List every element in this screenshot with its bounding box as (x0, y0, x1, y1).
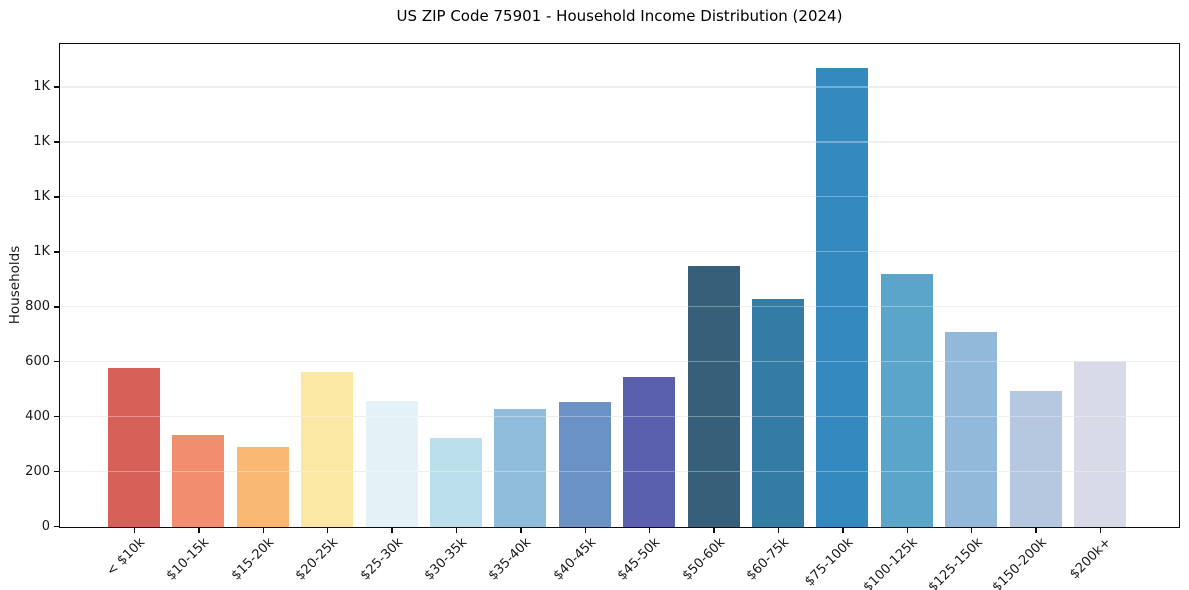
y-tick-label: 400 (25, 408, 50, 424)
y-axis-tick (54, 415, 59, 418)
x-tick-label: $20-25k (292, 535, 342, 584)
x-tick-label: $75-100k (802, 535, 857, 590)
x-tick-label: $50-60k (679, 535, 728, 584)
bar-$75-100k (816, 68, 869, 527)
gridline-overlay (60, 196, 1179, 198)
gridline (60, 196, 1179, 198)
x-axis-tick (198, 528, 200, 533)
x-tick-label: $15-20k (228, 535, 277, 584)
gridline (60, 251, 1179, 253)
gridline (60, 86, 1179, 88)
y-tick-label: 200 (25, 463, 50, 479)
x-axis-tick (326, 528, 329, 533)
x-tick-label: < $10k (104, 535, 149, 580)
bar-$125-150k (945, 332, 998, 527)
y-axis-tick (54, 470, 59, 473)
x-tick-label: $30-35k (421, 535, 471, 584)
y-axis-tick (54, 360, 59, 363)
bar-$200k+ (1074, 360, 1126, 527)
x-axis-tick (713, 528, 715, 533)
bar-< $10k (108, 367, 160, 527)
bar-$50-60k (687, 266, 740, 527)
gridline-overlay (60, 306, 1179, 308)
y-tick-label: 1K (33, 188, 50, 204)
y-tick-label: 1K (33, 79, 50, 95)
x-axis-tick (1035, 528, 1037, 533)
x-axis-tick (842, 528, 844, 533)
y-tick-label: 1K (33, 133, 50, 149)
gridline-overlay (60, 251, 1179, 253)
bar-$60-75k (752, 299, 804, 527)
y-axis-tick (54, 251, 59, 253)
x-tick-label: $45-50k (614, 535, 664, 584)
x-axis-tick (584, 528, 587, 533)
y-axis-tick (54, 196, 59, 198)
gridline (60, 470, 1179, 473)
plot-area (59, 43, 1180, 528)
gridline (60, 415, 1179, 418)
x-tick-label: $60-75k (743, 535, 793, 584)
bar-$150-200k (1009, 391, 1062, 527)
bar-$30-35k (430, 437, 482, 527)
x-axis-tick (970, 528, 973, 533)
x-tick-label: $25-30k (357, 535, 406, 584)
chart-title: US ZIP Code 75901 - Household Income Dis… (396, 7, 843, 25)
gridline (60, 361, 1179, 363)
y-tick-label: 800 (25, 298, 50, 314)
x-tick-label: $35-40k (486, 535, 535, 584)
y-axis-tick (54, 86, 59, 88)
gridline (60, 141, 1179, 143)
gridline-overlay (60, 86, 1179, 88)
x-tick-label: $150-200k (989, 535, 1050, 590)
y-tick-label: 600 (25, 353, 50, 369)
gridline-overlay (60, 141, 1179, 143)
y-axis-tick (54, 525, 59, 528)
gridline-overlay (60, 361, 1179, 363)
y-tick-label: 0 (41, 518, 50, 534)
gridline-overlay (60, 470, 1179, 473)
bar-$10-15k (172, 435, 225, 527)
bar-$15-20k (236, 447, 289, 527)
y-axis-tick (54, 141, 59, 143)
bar-$100-125k (880, 274, 933, 527)
x-axis-tick (455, 528, 458, 533)
gridline-overlay (60, 415, 1179, 418)
bar-$20-25k (301, 371, 354, 527)
x-axis-tick (520, 528, 522, 533)
bar-$40-45k (558, 402, 611, 527)
x-axis-tick (777, 528, 780, 533)
x-axis-tick (133, 528, 136, 533)
bar-$35-40k (494, 408, 547, 527)
bar-$25-30k (365, 400, 418, 527)
y-axis-tick (54, 306, 59, 308)
y-tick-label: 1K (33, 243, 50, 259)
x-axis-tick (262, 528, 265, 533)
x-axis-tick (906, 528, 909, 533)
x-tick-label: $200k+ (1067, 535, 1115, 583)
bar-$45-50k (623, 377, 676, 527)
x-axis-tick (1099, 528, 1102, 533)
x-axis-tick (391, 528, 393, 533)
x-axis-tick (648, 528, 651, 533)
gridline (60, 306, 1179, 308)
x-tick-label: $10-15k (164, 535, 213, 584)
x-tick-label: $40-45k (550, 535, 599, 584)
x-tick-label: $100-125k (860, 535, 921, 590)
x-tick-label: $125-150k (925, 535, 986, 590)
